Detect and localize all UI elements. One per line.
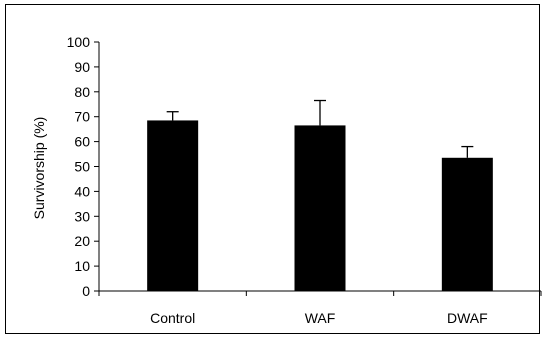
- x-tick-label-control: Control: [150, 310, 195, 326]
- y-tick-label-30: 30: [74, 208, 90, 224]
- y-tick-label-0: 0: [82, 283, 90, 299]
- x-tick-label-dwaf: DWAF: [447, 310, 488, 326]
- y-axis-label: Survivorship (%): [31, 117, 47, 220]
- bar-dwaf: [441, 157, 493, 291]
- y-tick-label-60: 60: [74, 134, 90, 150]
- bar-control: [147, 120, 199, 291]
- y-tick-label-50: 50: [74, 159, 90, 175]
- y-tick-label-20: 20: [74, 233, 90, 249]
- x-tick-label-waf: WAF: [305, 310, 336, 326]
- y-tick-label-40: 40: [74, 183, 90, 199]
- plot-area: 0 10 20 30 40 50 60 70 80 90 100 Control WAF DWAF: [67, 34, 542, 326]
- y-tick-label-10: 10: [74, 258, 90, 274]
- bar-waf: [294, 125, 346, 291]
- y-tick-label-80: 80: [74, 84, 90, 100]
- y-tick-label-70: 70: [74, 109, 90, 125]
- y-tick-label-90: 90: [74, 59, 90, 75]
- y-tick-label-100: 100: [67, 34, 91, 50]
